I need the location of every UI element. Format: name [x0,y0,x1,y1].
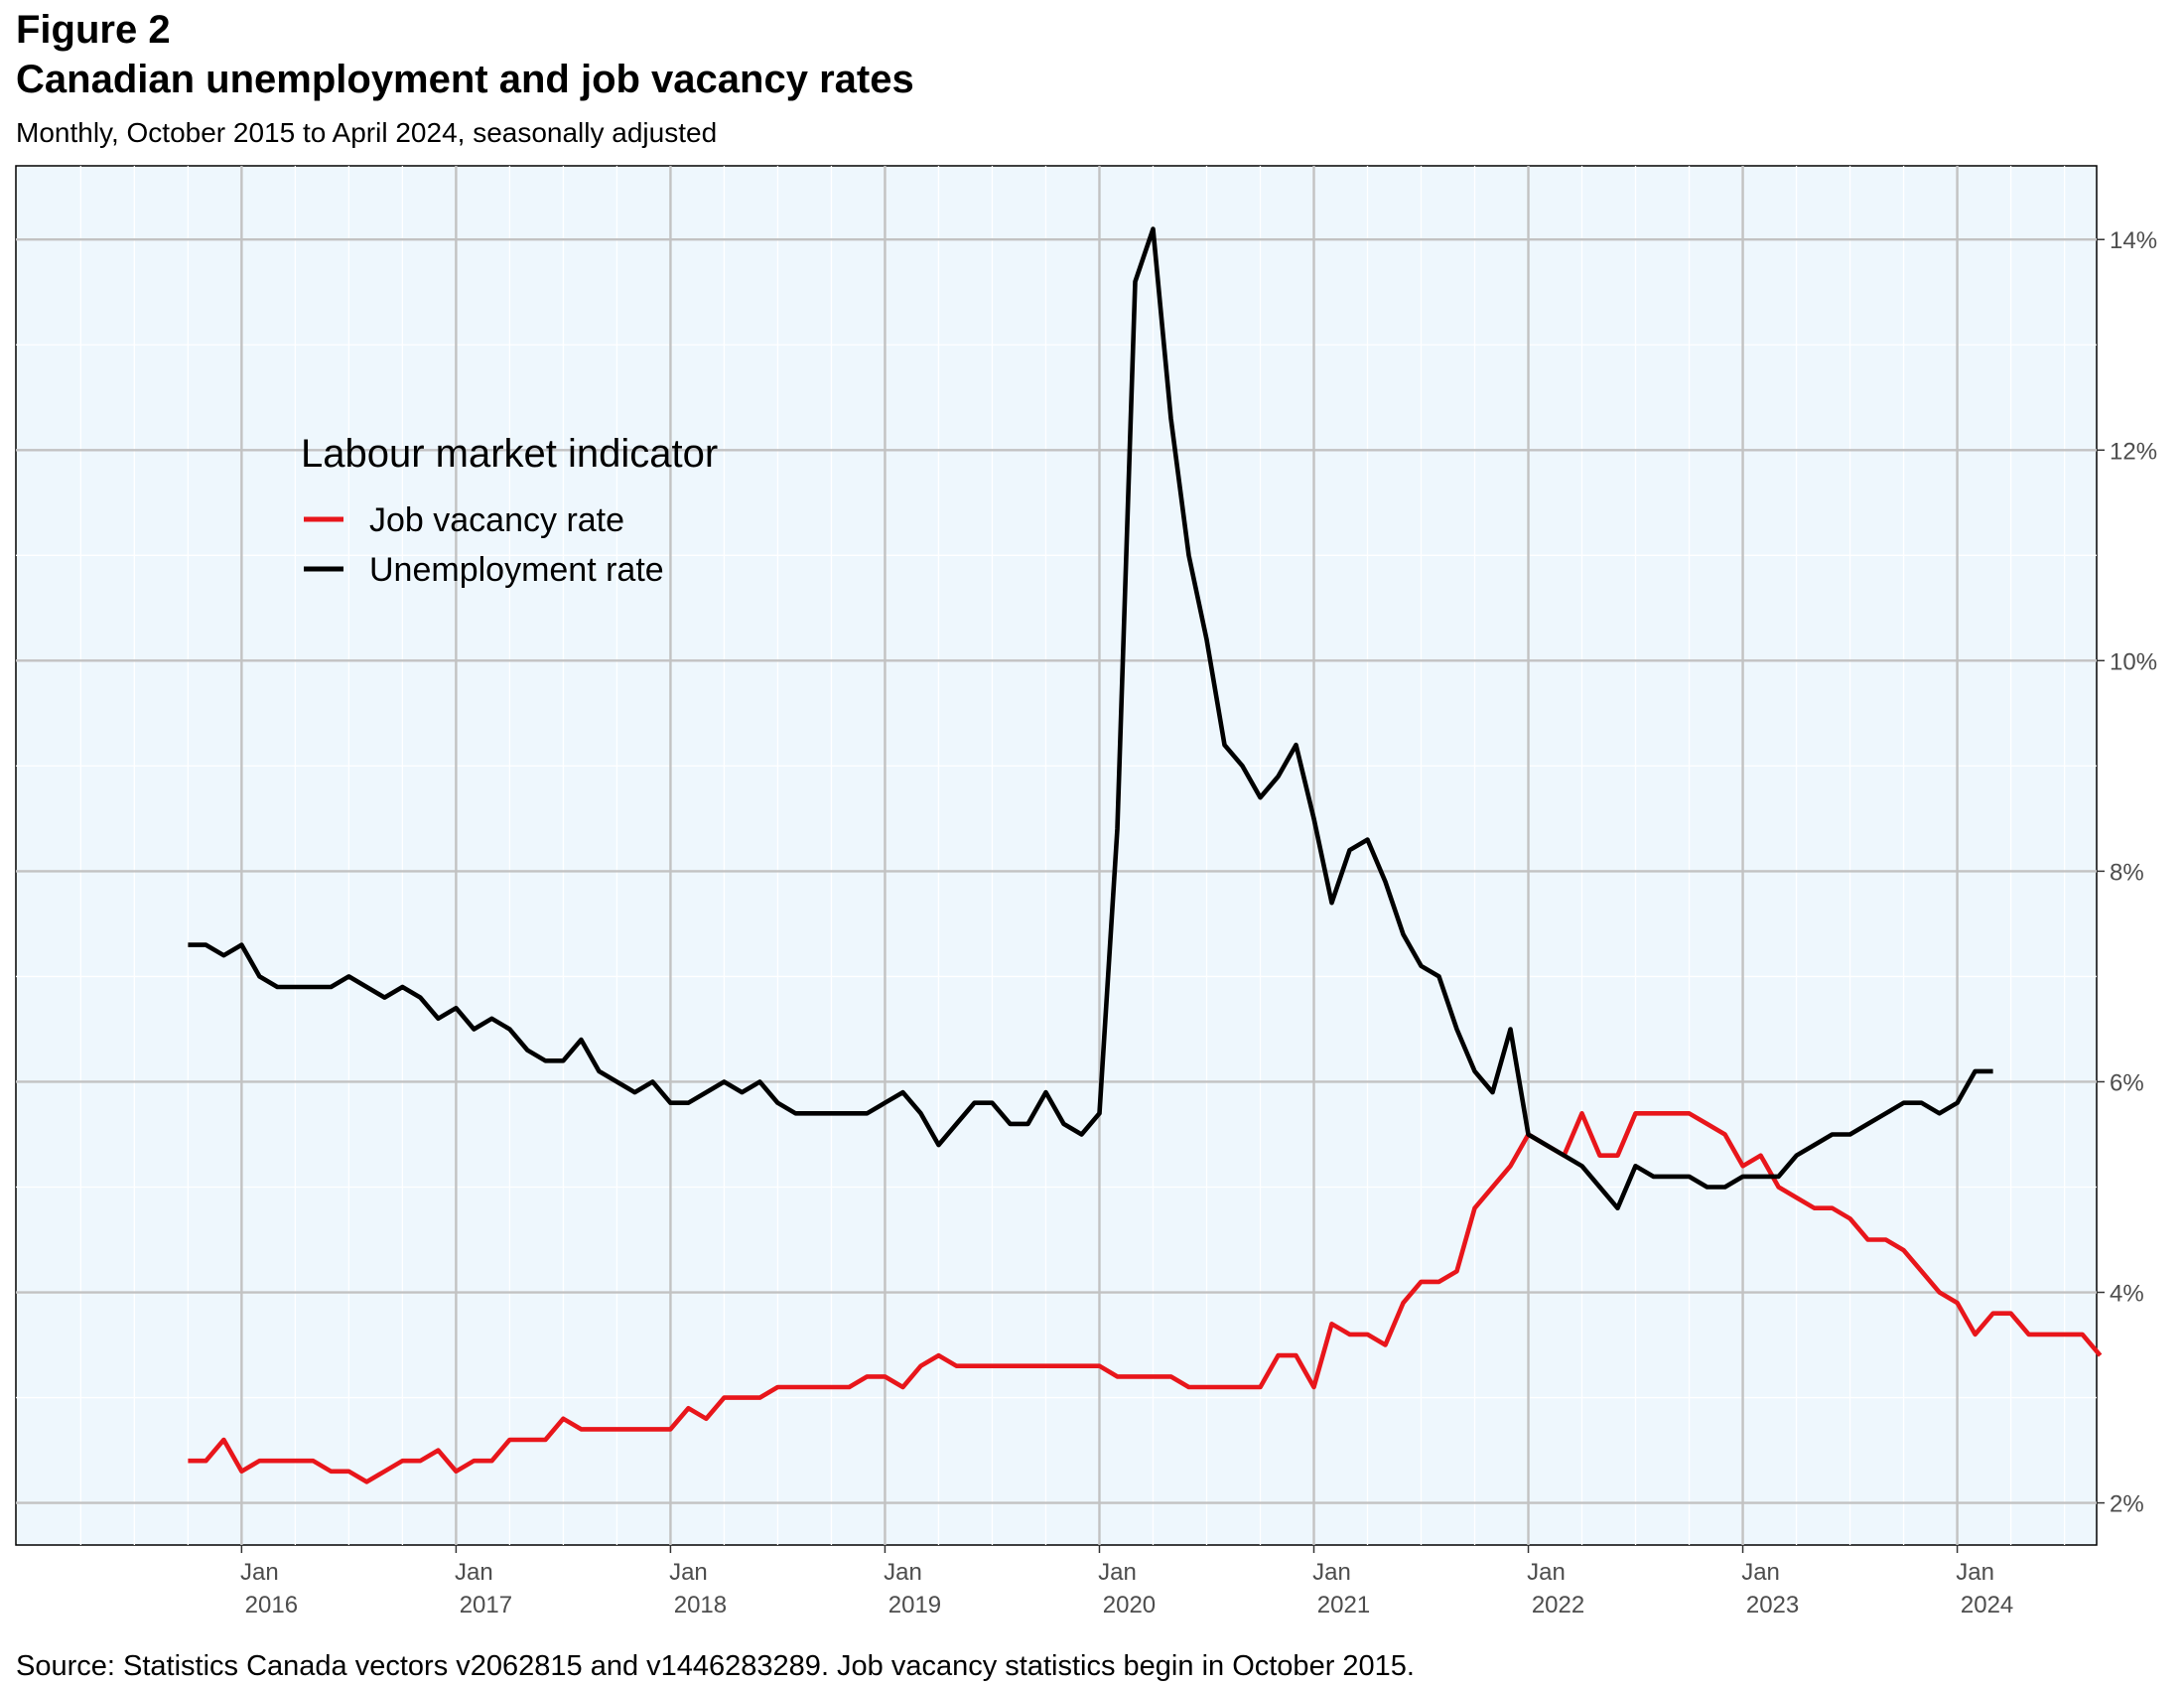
y-tick-label: 10% [2110,648,2157,675]
x-tick-label-month: Jan [1312,1559,1351,1586]
legend-label-unemployment-rate: Unemployment rate [369,551,664,589]
series-lines [188,226,2103,1484]
minor-gridlines [16,166,2097,1545]
x-tick-label-month: Jan [669,1559,708,1586]
figure-label: Figure 2 [16,8,171,52]
x-tick-label-year: 2021 [1317,1592,1370,1618]
x-tick-label-year: 2018 [674,1592,727,1618]
x-tick-label-month: Jan [240,1559,279,1586]
job-vacancy-rate-line [188,1111,2103,1484]
x-tick-label-year: 2019 [888,1592,941,1618]
y-tick-label: 2% [2110,1491,2144,1518]
x-axis: Jan 2016 Jan 2017 Jan 2018 Jan 2019 Jan 2020 Jan 20… [240,1545,2013,1618]
x-tick-label-month: Jan [884,1559,922,1586]
source-note: Source: Statistics Canada vectors v20628… [16,1650,1415,1682]
chart-title: Canadian unemployment and job vacancy ra… [16,58,914,101]
y-axis: 2% 4% 6% 8% 10% 12% 14% [2097,227,2157,1518]
legend-label-job-vacancy-rate: Job vacancy rate [369,501,624,539]
chart-subtitle: Monthly, October 2015 to April 2024, sea… [16,117,718,148]
x-tick-label-month: Jan [1527,1559,1566,1586]
x-tick-label-year: 2022 [1532,1592,1584,1618]
legend-title: Labour market indicator [301,432,718,476]
legend: Labour market indicator Job vacancy rate U… [301,432,718,589]
y-tick-label: 14% [2110,227,2157,254]
x-tick-label-month: Jan [1741,1559,1780,1586]
x-tick-label-year: 2023 [1746,1592,1799,1618]
x-tick-label-year: 2017 [460,1592,512,1618]
x-tick-label-year: 2016 [245,1592,298,1618]
y-tick-label: 8% [2110,859,2144,886]
x-tick-label-month: Jan [1956,1559,1994,1586]
plot-background [15,165,2098,1546]
y-tick-label: 6% [2110,1069,2144,1096]
x-tick-label-month: Jan [1098,1559,1137,1586]
x-tick-label-month: Jan [455,1559,493,1586]
unemployment-rate-line [188,226,1993,1210]
x-tick-label-year: 2020 [1103,1592,1156,1618]
x-tick-label-year: 2024 [1961,1592,2013,1618]
y-tick-label: 4% [2110,1281,2144,1308]
major-gridlines [16,166,2097,1545]
y-tick-label: 12% [2110,438,2157,465]
